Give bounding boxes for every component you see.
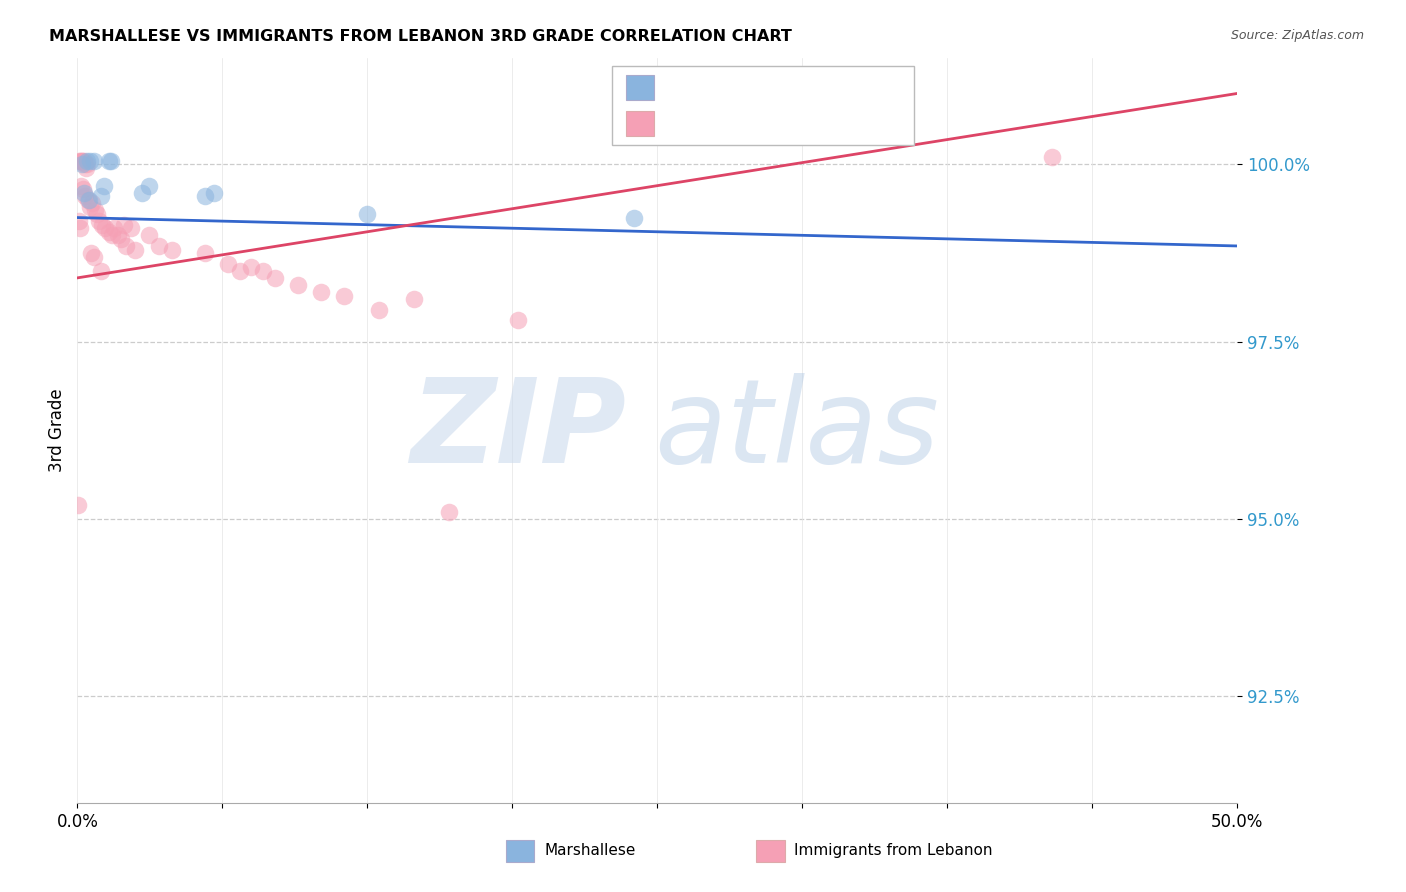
Text: ZIP: ZIP xyxy=(411,373,626,488)
Point xyxy=(76,157,98,171)
Point xyxy=(90,264,111,278)
Point xyxy=(623,211,645,225)
Point xyxy=(263,271,285,285)
Point xyxy=(67,498,90,512)
Point xyxy=(112,218,135,232)
Point xyxy=(76,193,98,207)
Text: Immigrants from Lebanon: Immigrants from Lebanon xyxy=(794,844,993,858)
Text: R =  0.224   N = 51: R = 0.224 N = 51 xyxy=(668,114,859,132)
Point xyxy=(309,285,332,299)
Point xyxy=(73,153,96,168)
Point xyxy=(76,153,98,168)
Point xyxy=(131,186,153,200)
Point xyxy=(148,239,170,253)
Point xyxy=(83,250,105,264)
Point xyxy=(72,182,94,196)
Point xyxy=(70,157,93,171)
Point xyxy=(252,264,274,278)
Point xyxy=(75,161,97,175)
Point xyxy=(67,214,90,228)
Point xyxy=(83,153,105,168)
Point xyxy=(69,153,91,168)
Point xyxy=(67,153,90,168)
Y-axis label: 3rd Grade: 3rd Grade xyxy=(48,389,66,472)
Point xyxy=(90,218,112,232)
Point xyxy=(506,313,529,327)
Point xyxy=(97,225,120,239)
Point xyxy=(101,228,124,243)
Point xyxy=(194,189,217,203)
Point xyxy=(107,228,129,243)
Point xyxy=(93,178,115,193)
Point xyxy=(287,277,309,292)
Point xyxy=(89,214,111,228)
Point xyxy=(97,153,120,168)
Point xyxy=(202,186,225,200)
Point xyxy=(103,221,125,235)
Point xyxy=(73,157,96,171)
Point xyxy=(69,221,91,235)
Text: atlas: atlas xyxy=(654,374,939,487)
Point xyxy=(356,207,378,221)
Point xyxy=(368,302,391,317)
Point xyxy=(75,189,97,203)
Point xyxy=(333,288,356,302)
Point xyxy=(162,243,184,257)
Point xyxy=(73,186,96,200)
Point xyxy=(79,200,101,214)
Point xyxy=(402,292,425,306)
Point xyxy=(217,257,239,271)
Point xyxy=(80,246,103,260)
Text: MARSHALLESE VS IMMIGRANTS FROM LEBANON 3RD GRADE CORRELATION CHART: MARSHALLESE VS IMMIGRANTS FROM LEBANON 3… xyxy=(49,29,792,44)
Point xyxy=(79,153,101,168)
Point xyxy=(70,153,93,168)
Point xyxy=(82,196,104,211)
Point xyxy=(194,246,217,260)
Point xyxy=(1040,150,1063,164)
Point xyxy=(110,232,132,246)
Point xyxy=(69,178,91,193)
Point xyxy=(72,153,94,168)
Point xyxy=(100,153,122,168)
Point xyxy=(228,264,252,278)
Point xyxy=(120,221,142,235)
Point xyxy=(77,193,100,207)
Point xyxy=(115,239,138,253)
Point xyxy=(437,505,460,519)
Point xyxy=(138,178,160,193)
Point xyxy=(240,260,263,275)
Point xyxy=(90,189,111,203)
Point xyxy=(83,203,105,218)
Point xyxy=(138,228,160,243)
Point xyxy=(94,221,117,235)
Text: Source: ZipAtlas.com: Source: ZipAtlas.com xyxy=(1230,29,1364,42)
Point xyxy=(124,243,146,257)
Text: Marshallese: Marshallese xyxy=(544,844,636,858)
Text: R = -0.048   N = 16: R = -0.048 N = 16 xyxy=(668,78,860,96)
Point xyxy=(86,207,108,221)
